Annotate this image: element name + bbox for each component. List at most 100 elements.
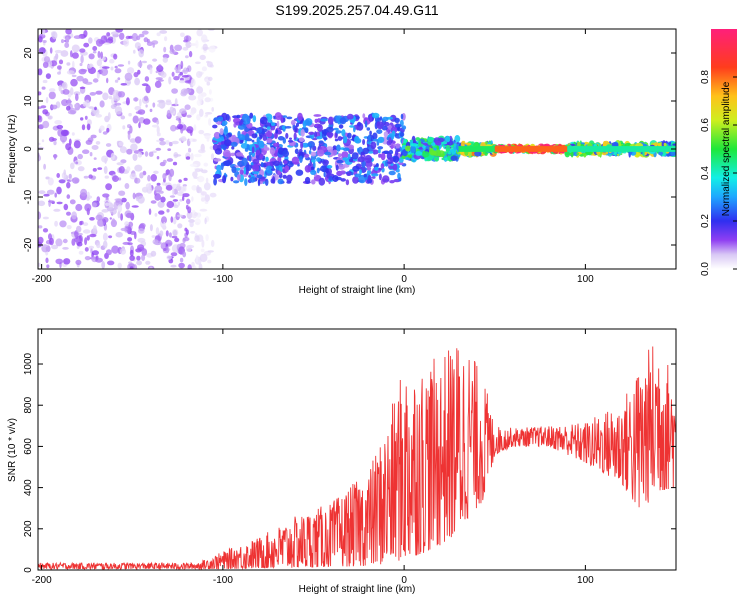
spectrogram-cell [276, 120, 280, 128]
spectrogram-cell [380, 163, 385, 169]
spectrogram-cell [105, 249, 112, 256]
spectrogram-cell [135, 111, 142, 115]
spectrogram-cell [111, 218, 116, 225]
spectrogram-cell [120, 213, 123, 221]
spectrogram-cell [185, 41, 192, 48]
spectrogram-cell [93, 157, 97, 160]
snr-y-ticks: 0 200 400 600 800 1000 [23, 352, 676, 573]
colorbar-gradient [711, 29, 737, 269]
spectrogram-cell [251, 171, 260, 175]
spectrogram-cell [139, 172, 144, 179]
spectrogram-cell [186, 114, 192, 118]
spectrogram-cell [208, 118, 212, 126]
spectrogram-cell [258, 140, 264, 149]
spectrogram-y-ticks: -20 -10 0 10 20 [23, 47, 676, 252]
spectrogram-cell [397, 162, 404, 166]
spectrogram-cell [239, 169, 244, 175]
spectrogram-cell [362, 139, 366, 145]
spectrogram-cell [282, 174, 287, 179]
spectrogram-cell [165, 184, 173, 191]
spectrogram-cell [117, 262, 122, 269]
spectrogram-cell [259, 178, 267, 182]
spectrogram-cell [341, 129, 346, 137]
spectrogram-cell [104, 175, 110, 179]
spectrogram-cell [333, 127, 339, 131]
spectrogram-cell [114, 79, 119, 83]
spectrogram-cell [461, 140, 465, 148]
spectrogram-cell [311, 159, 316, 163]
spectrogram-cell [71, 132, 75, 136]
spectrogram-cell [149, 108, 153, 113]
spectrogram-cell [354, 136, 360, 144]
spectrogram-cell [118, 166, 125, 174]
spectrogram-cell [38, 47, 46, 54]
spectrogram-cell [351, 152, 359, 160]
spectrogram-cell [410, 145, 416, 154]
spectrogram-cell [117, 204, 123, 213]
spectrogram-cell [243, 166, 247, 175]
spectrogram-cell [62, 238, 68, 244]
snr-plot-area [38, 329, 676, 570]
spectrogram-cell [80, 69, 88, 72]
spectrogram-cell [205, 177, 209, 183]
spectrogram-cell [69, 87, 74, 96]
spectrogram-cell [143, 118, 151, 125]
spectrogram-cell [112, 175, 119, 182]
carrier-band [458, 146, 495, 152]
spectrogram-cell [179, 108, 187, 114]
spectrogram-cell [367, 134, 371, 143]
spectrogram-cell [189, 43, 197, 46]
spectrogram-cell [188, 147, 192, 153]
spectrogram-cell [156, 119, 160, 125]
spectrogram-cell [360, 151, 365, 156]
spectrogram-cell [378, 153, 382, 158]
spectrogram-cell [114, 102, 122, 106]
spectrogram-cell [86, 197, 90, 201]
spectrogram-cell [388, 170, 396, 176]
spectrogram-cell [110, 152, 115, 161]
spectrogram-cell [177, 201, 181, 206]
spectrogram-cell [62, 89, 70, 95]
spectrogram-cell [176, 191, 185, 197]
spectrogram-cell [182, 195, 185, 201]
spectrogram-cell [281, 125, 287, 130]
spectrogram-cell [166, 158, 173, 162]
spectrogram-cell [577, 142, 581, 147]
spectrogram-cell [256, 127, 263, 134]
spectrogram-cell [611, 142, 619, 148]
spectrogram-cell [262, 128, 268, 133]
spectrogram-cell [400, 113, 404, 120]
spectrogram-cell [114, 198, 123, 202]
spectrogram-cell [429, 150, 437, 156]
spectrogram-cell [289, 137, 292, 140]
spectrogram-cell [74, 103, 78, 108]
spectrogram-cell [263, 144, 268, 151]
spectrogram-cell [244, 133, 250, 141]
spectrogram-cell [393, 155, 400, 163]
spectrogram-cell [243, 120, 250, 125]
spectrogram-cell [141, 30, 149, 35]
spectrogram-cell [127, 60, 131, 65]
spectrogram-cell [61, 39, 64, 44]
spectrogram-cell [353, 126, 356, 133]
spectrogram-cell [101, 155, 109, 163]
spectrogram-cell [339, 170, 346, 175]
spectrogram-cell [42, 109, 49, 115]
spectrogram-cell [137, 152, 143, 158]
spectrogram-cell [68, 138, 72, 146]
spectrogram-cell [316, 167, 320, 174]
spectrogram-cell [376, 129, 383, 135]
spectrogram-cell [173, 154, 182, 157]
spectrogram-cell [104, 202, 111, 206]
spectrogram-cell [162, 57, 168, 63]
spectrogram-cell [204, 217, 207, 225]
spectrogram-cell [291, 156, 300, 165]
spectrogram-cell [95, 90, 103, 95]
spectrogram-cell [316, 124, 323, 132]
spectrogram-cell [42, 228, 49, 233]
spectrogram-cell [131, 33, 139, 42]
spectrogram-cell [91, 250, 99, 256]
spectrogram-cell [102, 193, 110, 198]
spectrogram-cell [84, 237, 88, 246]
spectrogram-cell [214, 148, 223, 155]
